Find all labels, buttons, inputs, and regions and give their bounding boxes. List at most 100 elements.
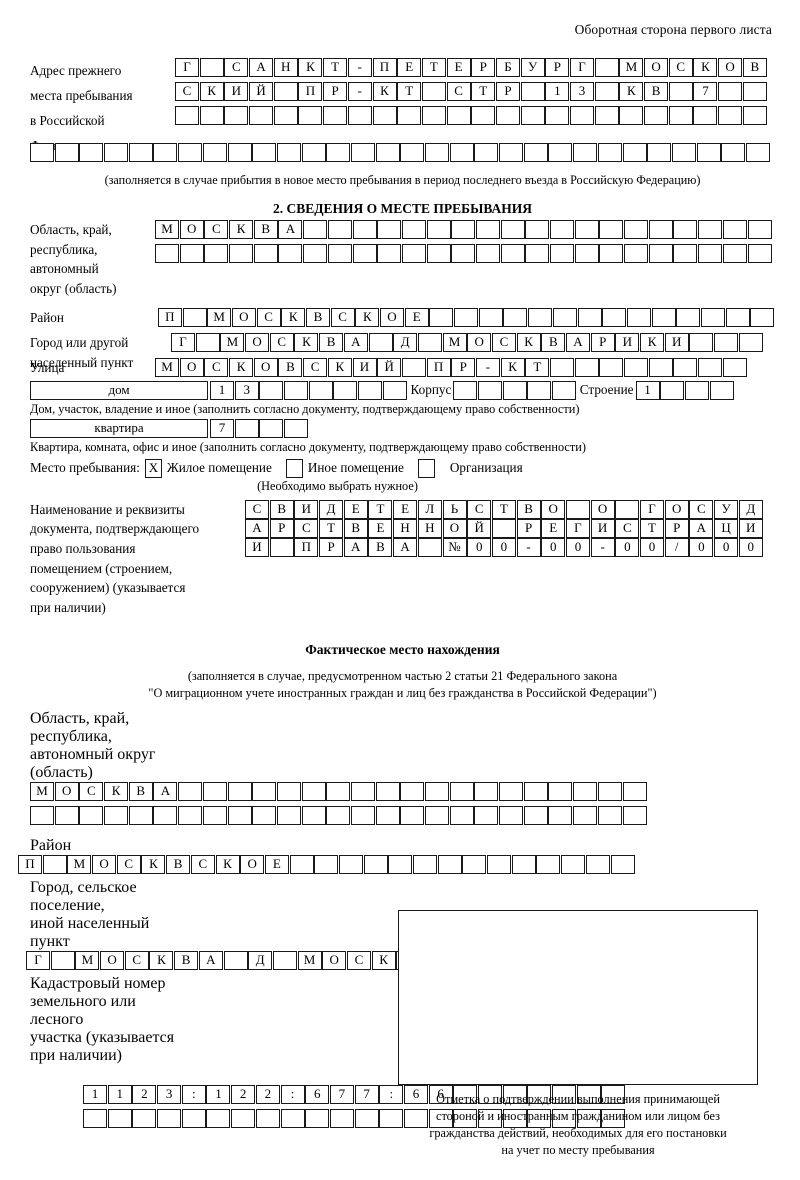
grid-cell[interactable]: С <box>346 951 371 970</box>
grid-cell[interactable]: С <box>615 518 640 538</box>
grid-cell[interactable]: Н <box>417 518 442 538</box>
grid-cell[interactable] <box>615 499 640 519</box>
grid-cell[interactable]: : <box>181 1085 206 1104</box>
grid-cell[interactable]: Р <box>516 518 541 538</box>
grid-cell[interactable] <box>552 1085 577 1104</box>
grid-cell[interactable]: Е <box>541 518 566 538</box>
grid-cell[interactable] <box>454 308 479 328</box>
grid-cell[interactable] <box>475 220 500 239</box>
grid-cell[interactable]: О <box>467 332 492 352</box>
grid-cell[interactable] <box>648 220 673 239</box>
grid-cell[interactable] <box>527 1109 552 1128</box>
grid-cell[interactable]: А <box>249 58 274 77</box>
grid-cell[interactable]: Г <box>171 332 195 352</box>
grid-cell[interactable] <box>698 220 723 239</box>
grid-cell[interactable]: С <box>190 855 215 874</box>
grid-cell[interactable] <box>474 806 499 825</box>
grid-cell[interactable]: Р <box>451 358 476 378</box>
grid-cell[interactable] <box>574 220 599 239</box>
grid-cell[interactable]: / <box>664 537 689 557</box>
grid-cell[interactable]: П <box>294 537 319 557</box>
grid-cell[interactable] <box>204 244 229 263</box>
grid-cell[interactable]: В <box>516 499 541 519</box>
grid-cell[interactable] <box>428 1109 453 1128</box>
grid-cell[interactable] <box>565 499 590 519</box>
grid-cell[interactable] <box>30 143 54 162</box>
grid-cell[interactable]: В <box>269 499 294 519</box>
grid-cell[interactable] <box>624 358 649 378</box>
grid-cell[interactable]: 2 <box>132 1085 157 1104</box>
grid-cell[interactable]: : <box>280 1085 305 1104</box>
grid-cell[interactable]: К <box>149 951 174 970</box>
grid-cell[interactable] <box>132 1109 157 1128</box>
grid-cell[interactable] <box>523 806 548 825</box>
grid-cell[interactable] <box>673 358 698 378</box>
grid-cell[interactable] <box>648 244 673 263</box>
grid-cell[interactable] <box>326 782 351 801</box>
grid-cell[interactable] <box>574 244 599 263</box>
grid-cell[interactable] <box>278 244 303 263</box>
grid-cell[interactable]: П <box>426 358 451 378</box>
grid-cell[interactable] <box>668 106 693 125</box>
grid-cell[interactable] <box>227 143 252 162</box>
grid-cell[interactable] <box>273 82 298 101</box>
grid-cell[interactable]: О <box>179 358 204 378</box>
grid-cell[interactable]: Т <box>471 82 496 101</box>
grid-cell[interactable]: А <box>343 537 368 557</box>
grid-cell[interactable] <box>548 806 573 825</box>
grid-cell[interactable] <box>50 951 75 970</box>
grid-cell[interactable] <box>570 106 594 125</box>
grid-cell[interactable]: Й <box>377 358 402 378</box>
grid-cell[interactable] <box>425 143 449 162</box>
grid-cell[interactable] <box>449 782 474 801</box>
grid-cell[interactable]: 3 <box>570 82 594 101</box>
grid-cell[interactable] <box>576 1109 601 1128</box>
korpus-cells[interactable] <box>453 380 577 400</box>
grid-cell[interactable] <box>525 244 550 263</box>
grid-cell[interactable]: О <box>245 332 270 352</box>
grid-cell[interactable]: Т <box>525 358 550 378</box>
grid-cell[interactable] <box>550 244 574 263</box>
grid-cell[interactable] <box>413 855 437 874</box>
grid-cell[interactable]: № <box>442 537 467 557</box>
grid-cell[interactable] <box>329 1109 354 1128</box>
grid-cell[interactable]: Е <box>343 499 368 519</box>
grid-cell[interactable] <box>520 82 545 101</box>
grid-cell[interactable]: О <box>54 782 79 801</box>
grid-cell[interactable]: У <box>714 499 739 519</box>
grid-cell[interactable]: К <box>104 782 129 801</box>
grid-cell[interactable]: Р <box>664 518 689 538</box>
grid-cell[interactable]: Т <box>368 499 393 519</box>
grid-cell[interactable]: Ь <box>442 499 467 519</box>
grid-cell[interactable] <box>363 855 388 874</box>
grid-cell[interactable]: О <box>644 58 669 77</box>
grid-cell[interactable]: Р <box>269 518 294 538</box>
cadastral-row[interactable] <box>83 1109 775 1128</box>
grid-cell[interactable]: Г <box>175 58 199 77</box>
grid-cell[interactable]: Г <box>26 951 50 970</box>
grid-cell[interactable]: С <box>668 58 693 77</box>
grid-cell[interactable]: О <box>253 358 278 378</box>
grid-cell[interactable] <box>599 244 624 263</box>
grid-cell[interactable] <box>499 782 524 801</box>
grid-cell[interactable] <box>202 782 227 801</box>
grid-cell[interactable]: О <box>240 855 265 874</box>
grid-cell[interactable] <box>397 106 422 125</box>
grid-cell[interactable] <box>128 806 153 825</box>
grid-cell[interactable]: А <box>198 951 223 970</box>
grid-cell[interactable]: 1 <box>107 1085 132 1104</box>
grid-cell[interactable] <box>175 106 199 125</box>
grid-cell[interactable] <box>231 1109 256 1128</box>
grid-cell[interactable] <box>276 806 301 825</box>
grid-cell[interactable] <box>333 380 358 400</box>
grid-cell[interactable] <box>601 1085 626 1104</box>
grid-cell[interactable]: С <box>124 951 149 970</box>
grid-cell[interactable] <box>401 358 426 378</box>
grid-cell[interactable]: Л <box>417 499 442 519</box>
grid-cell[interactable] <box>417 537 442 557</box>
grid-cell[interactable] <box>358 380 383 400</box>
